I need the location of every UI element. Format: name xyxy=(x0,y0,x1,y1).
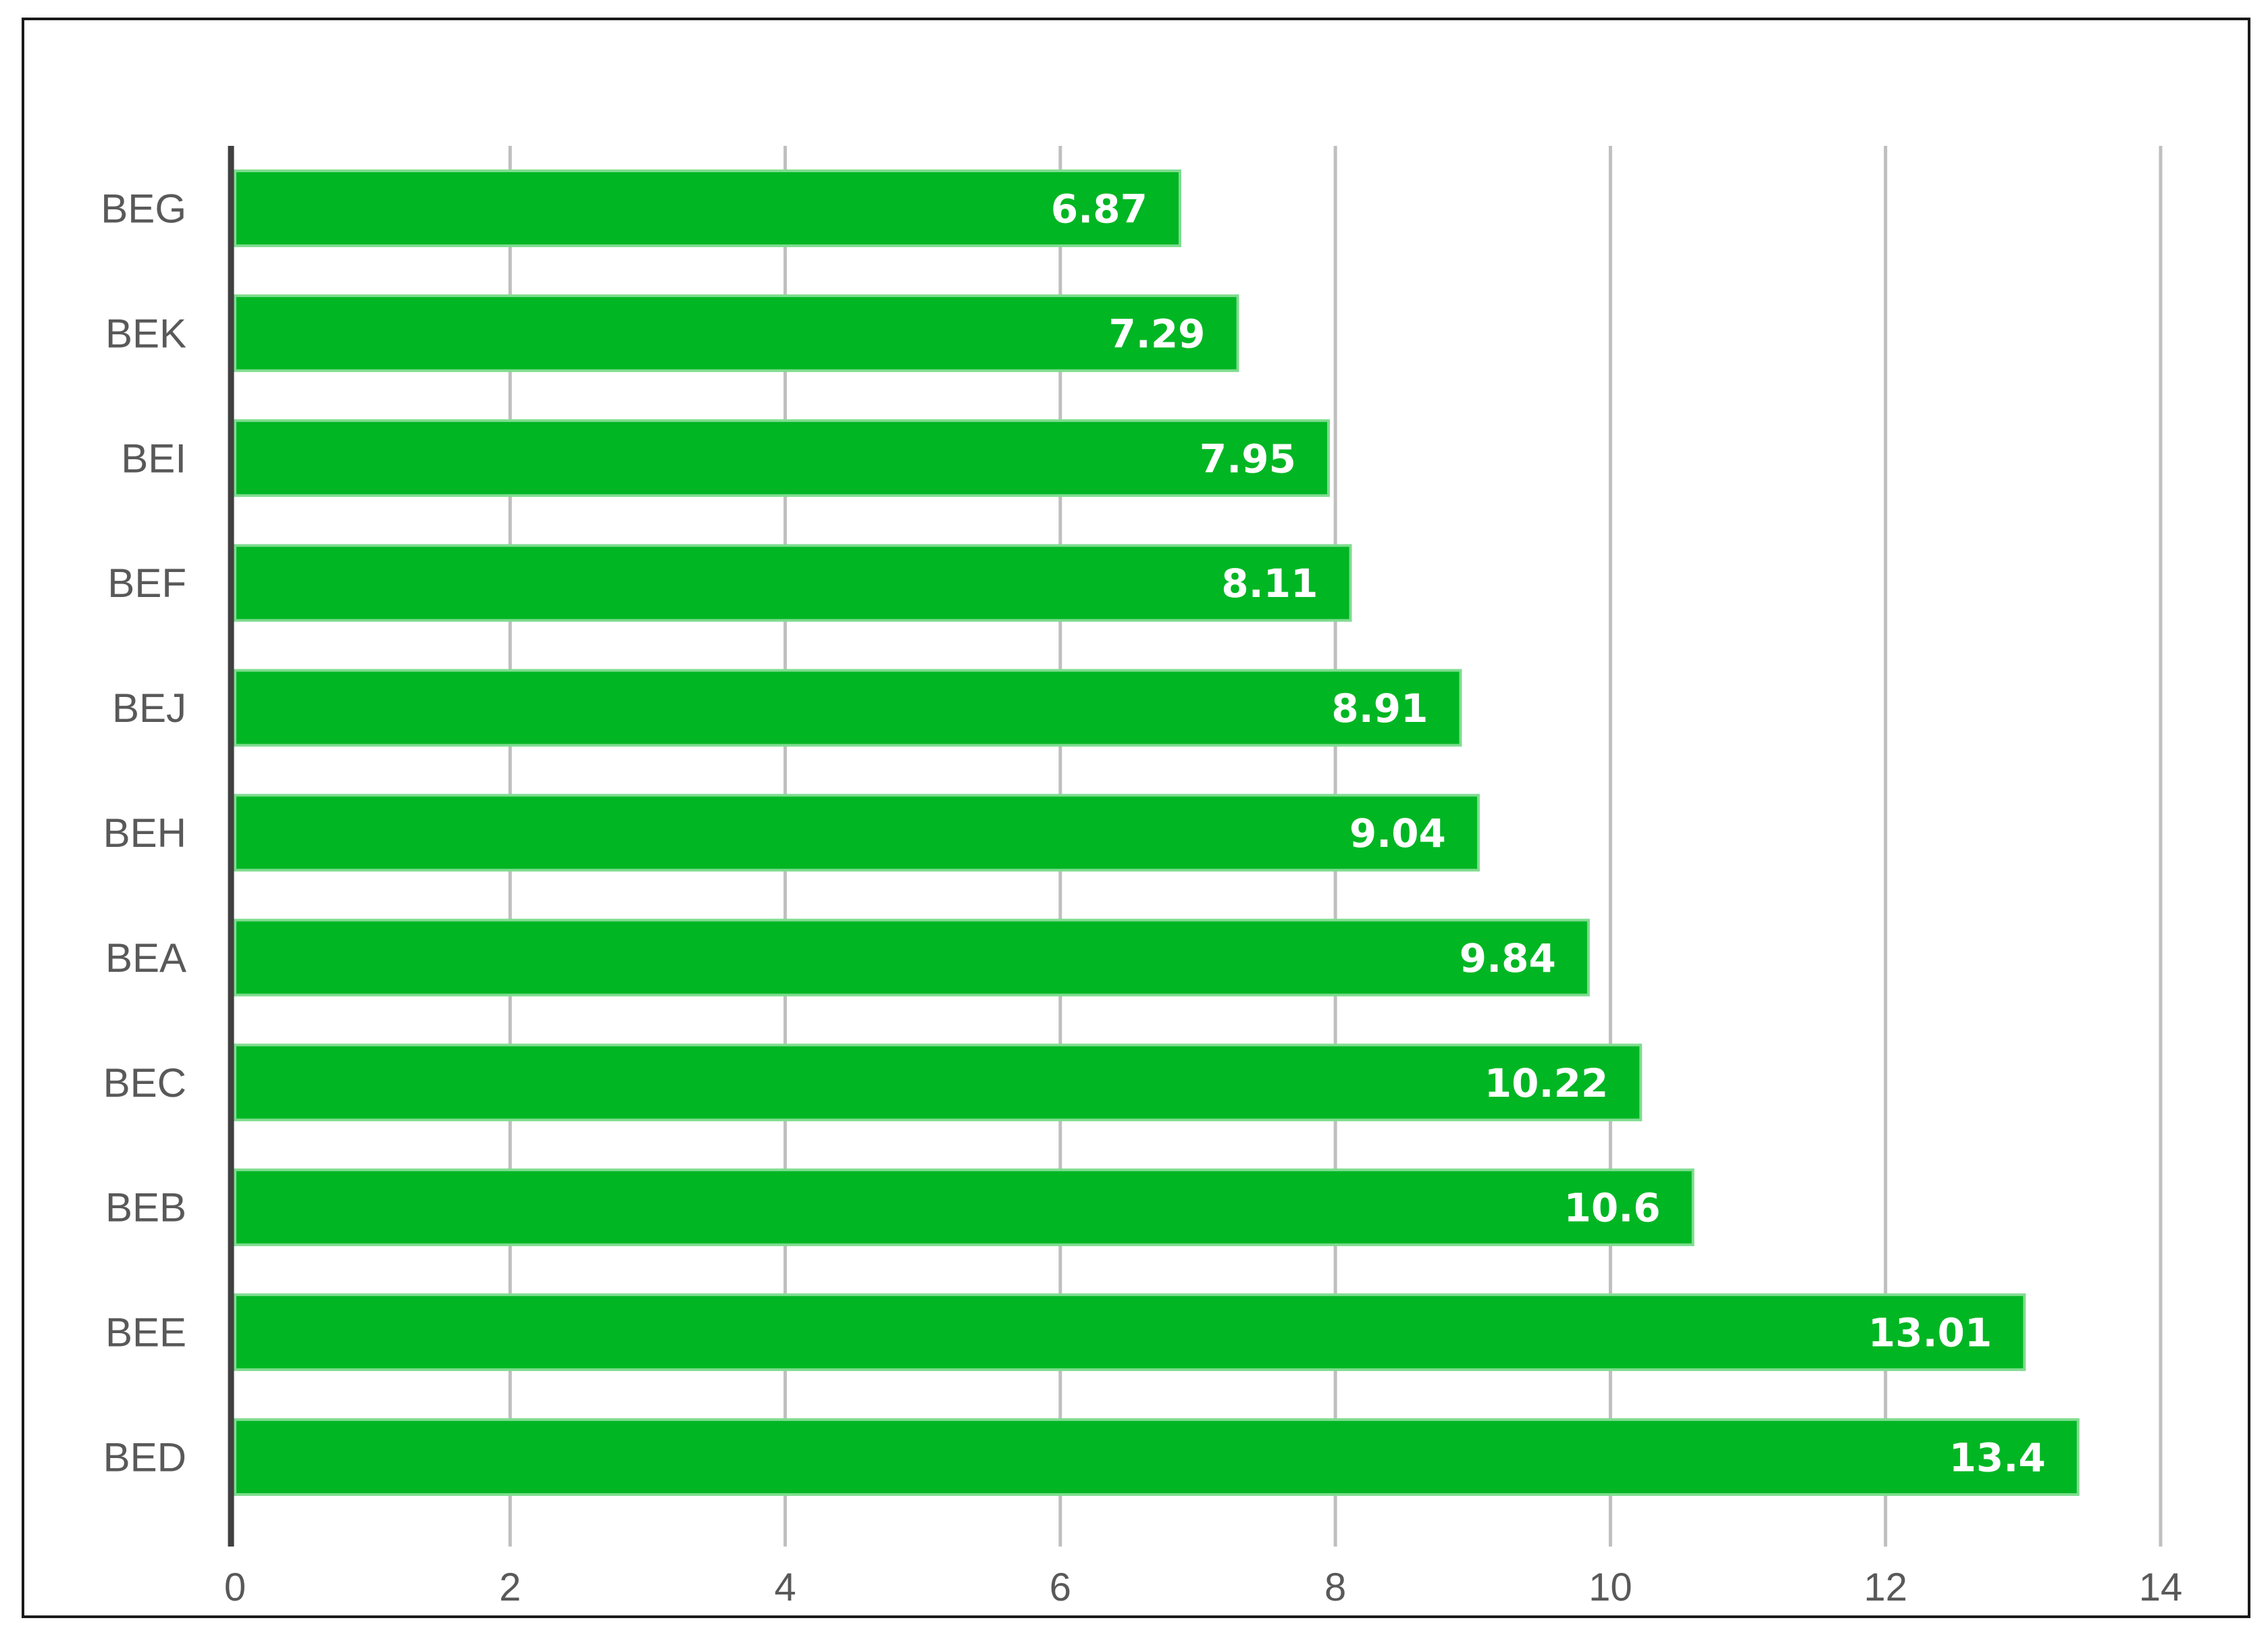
data-label: 8.11 xyxy=(1221,561,1318,606)
data-label: 9.84 xyxy=(1460,935,1556,981)
x-tick-label: 8 xyxy=(1324,1565,1346,1609)
category-label: BEF xyxy=(107,561,186,606)
chart-frame: 0 2 4 6 8 10 12 14 BEG 6.87 BEK 7.29 BEI 7.95 BEF 8.11 B… xyxy=(22,18,2250,1618)
data-label: 9.04 xyxy=(1349,810,1446,856)
bar-chart: 0 2 4 6 8 10 12 14 BEG 6.87 BEK 7.29 BEI 7.95 BEF 8.11 B… xyxy=(101,146,2182,1609)
data-label: 10.6 xyxy=(1564,1185,1661,1231)
bar-BEK xyxy=(234,294,1239,372)
category-label: BEA xyxy=(105,935,186,981)
category-label: BEH xyxy=(103,810,186,856)
bar-BEJ xyxy=(234,669,1462,747)
x-tick-label: 10 xyxy=(1589,1565,1632,1609)
labels: 0 2 4 6 8 10 12 14 BEG 6.87 BEK 7.29 BEI 7.95 BEF 8.11 B… xyxy=(101,186,2182,1609)
bar-BEH xyxy=(234,794,1480,872)
category-label: BEE xyxy=(105,1310,186,1355)
bar-BEE xyxy=(234,1293,2026,1372)
data-label: 7.95 xyxy=(1200,436,1296,482)
x-tick-label: 2 xyxy=(499,1565,521,1609)
category-label: BEG xyxy=(101,186,186,231)
bar-BED xyxy=(234,1418,2080,1497)
data-label: 7.29 xyxy=(1108,311,1205,357)
category-label: BEC xyxy=(103,1060,186,1106)
bar-BEG xyxy=(234,169,1182,247)
bar-BEI xyxy=(234,419,1330,497)
bar-BEC xyxy=(234,1043,1643,1122)
category-label: BEB xyxy=(105,1185,186,1230)
category-label: BEK xyxy=(105,311,186,356)
x-tick-label: 12 xyxy=(1863,1565,1907,1609)
x-tick-label: 0 xyxy=(224,1565,246,1609)
category-label: BEJ xyxy=(112,685,186,731)
data-label: 6.87 xyxy=(1051,186,1148,232)
bar-BEA xyxy=(234,918,1590,997)
data-label: 8.91 xyxy=(1331,685,1428,731)
x-tick-label: 14 xyxy=(2139,1565,2183,1609)
category-label: BED xyxy=(103,1435,186,1480)
bars xyxy=(234,169,2080,1497)
bar-BEB xyxy=(234,1168,1695,1247)
bar-BEF xyxy=(234,544,1352,622)
category-label: BEI xyxy=(121,436,186,481)
data-label: 13.01 xyxy=(1868,1310,1992,1356)
data-label: 13.4 xyxy=(1949,1435,2046,1481)
x-tick-label: 6 xyxy=(1050,1565,1071,1609)
data-label: 10.22 xyxy=(1485,1060,1608,1106)
x-tick-label: 4 xyxy=(774,1565,796,1609)
